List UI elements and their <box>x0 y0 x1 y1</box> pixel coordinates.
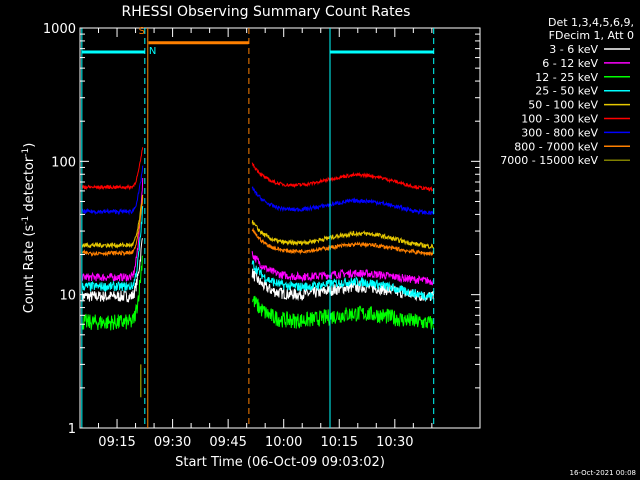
legend-label: 300 - 800 keV <box>521 126 598 139</box>
y-axis-label-part-2: detector <box>22 156 37 216</box>
x-tick-label: 09:15 <box>98 435 135 450</box>
legend-label: 100 - 300 keV <box>521 113 598 126</box>
y-tick-label: 10 <box>59 289 76 304</box>
legend-label: 7000 - 15000 keV <box>500 154 598 167</box>
legend-label: 6 - 12 keV <box>542 57 598 70</box>
legend-label: 12 - 25 keV <box>535 71 598 84</box>
legend-label: 50 - 100 keV <box>528 99 598 112</box>
x-tick-label: 09:45 <box>209 435 246 450</box>
y-tick-label: 100 <box>51 155 76 170</box>
y-axis-label-sup-2: -1 <box>21 148 31 157</box>
x-tick-label: 10:00 <box>265 435 302 450</box>
axis-layer: 1 10 100 1000 09:15 09:30 09:45 10:00 10:15 10:30 <box>43 22 480 450</box>
y-tick-label: 1 <box>68 422 76 437</box>
series-line-7-pre <box>81 196 144 257</box>
x-axis-label: Start Time (06-Oct-09 09:03:02) <box>175 455 385 470</box>
series-line-2-pre <box>81 255 144 331</box>
legend: Det 1,3,4,5,6,9, FDecim 1, Att 0 3 - 6 k… <box>500 16 634 167</box>
footer-timestamp: 16-Oct-2021 00:08 <box>570 469 636 477</box>
legend-label: 3 - 6 keV <box>549 43 598 56</box>
y-axis-label-part-1: Count Rate (s <box>22 225 37 314</box>
series-line-5-pre <box>81 147 144 191</box>
legend-header-line-2: FDecim 1, Att 0 <box>549 29 634 42</box>
data-layer <box>81 147 435 398</box>
y-axis-label-part-3: ) <box>22 143 37 148</box>
x-tick-label: 10:30 <box>376 435 413 450</box>
series-line-7-post <box>251 227 435 257</box>
series-line-4-pre <box>81 194 144 250</box>
x-tick-label: 09:30 <box>154 435 191 450</box>
legend-label: 25 - 50 keV <box>535 85 598 98</box>
chart-title: RHESSI Observing Summary Count Rates <box>122 4 411 20</box>
annotation-layer: SN <box>81 26 435 428</box>
series-line-6-pre <box>81 165 144 216</box>
series-line-6-post <box>251 186 434 216</box>
series-line-4-post <box>251 220 435 250</box>
y-axis-label: Count Rate (s-1 detector-1) <box>21 143 37 314</box>
series-line-1-pre <box>81 177 144 282</box>
y-axis-label-sup-1: -1 <box>21 216 31 225</box>
legend-label: 800 - 7000 keV <box>514 140 598 153</box>
series-line-0-pre <box>81 237 143 303</box>
series-line-1-post <box>251 251 435 286</box>
annotation-label-n: N <box>149 46 156 57</box>
y-tick-label: 1000 <box>43 22 76 37</box>
series-line-2-post <box>252 295 435 330</box>
series-line-5-post <box>251 162 435 192</box>
series-line-3-post <box>251 259 434 302</box>
x-tick-label: 10:15 <box>321 435 358 450</box>
series-line-3-pre <box>81 206 144 293</box>
legend-header-line-1: Det 1,3,4,5,6,9, <box>548 16 634 29</box>
annotation-label-s: S <box>139 26 145 37</box>
plot-frame <box>79 27 481 429</box>
